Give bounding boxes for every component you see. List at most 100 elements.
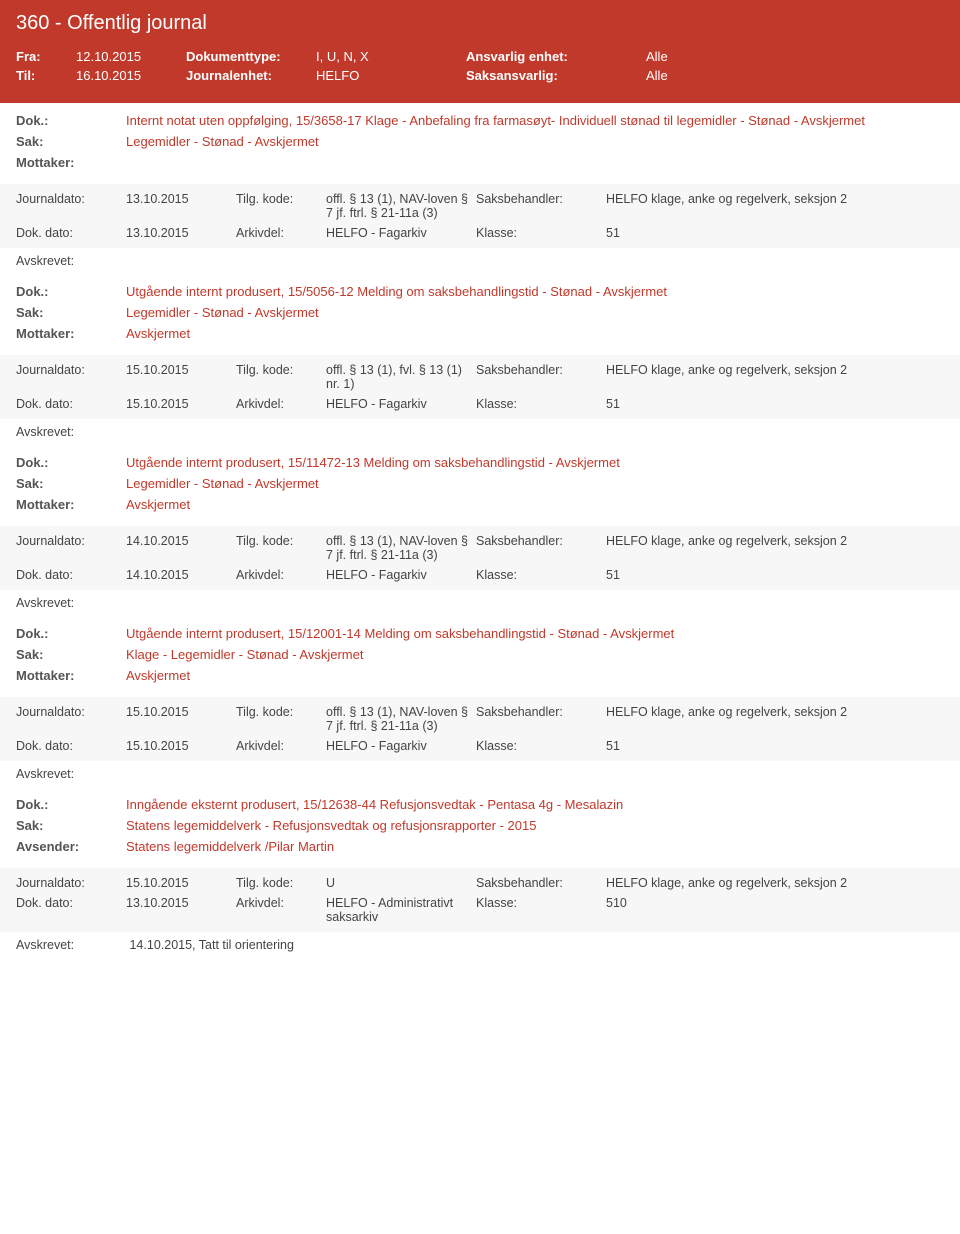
journaldato-value: 15.10.2015	[126, 705, 236, 719]
avskrevet-row: Avskrevet:	[0, 419, 960, 445]
journal-entry: Dok.: Utgående internt produsert, 15/505…	[0, 274, 960, 355]
tilgkode-value: offl. § 13 (1), NAV-loven § 7 jf. ftrl. …	[326, 705, 476, 733]
journal-entry: Dok.: Utgående internt produsert, 15/120…	[0, 616, 960, 697]
avsender-label: Avsender:	[16, 839, 126, 854]
sak-value: Statens legemiddelverk - Refusjonsvedtak…	[126, 818, 944, 833]
dok-value: Utgående internt produsert, 15/5056-12 M…	[126, 284, 944, 299]
mottaker-value: Avskjermet	[126, 497, 944, 512]
journaldato-label: Journaldato:	[16, 705, 126, 719]
arkivdel-value: HELFO - Administrativt saksarkiv	[326, 896, 476, 924]
journal-entry: Dok.: Internt notat uten oppfølging, 15/…	[0, 103, 960, 184]
klasse-label: Klasse:	[476, 739, 606, 753]
saksbehandler-label: Saksbehandler:	[476, 534, 606, 548]
header-banner: 360 - Offentlig journal Fra: 12.10.2015 …	[0, 0, 960, 103]
mottaker-value: Avskjermet	[126, 326, 944, 341]
sak-value: Klage - Legemidler - Stønad - Avskjermet	[126, 647, 944, 662]
doktype-value: I, U, N, X	[316, 49, 466, 64]
tilgkode-value: offl. § 13 (1), NAV-loven § 7 jf. ftrl. …	[326, 192, 476, 220]
saksbehandler-value: HELFO klage, anke og regelverk, seksjon …	[606, 192, 944, 206]
dok-label: Dok.:	[16, 113, 126, 128]
mottaker-label: Mottaker:	[16, 155, 126, 170]
detail-band: Journaldato: 13.10.2015 Tilg. kode: offl…	[0, 184, 960, 248]
mottaker-label: Mottaker:	[16, 497, 126, 512]
avskrevet-row: Avskrevet: 14.10.2015, Tatt til orienter…	[0, 932, 960, 958]
sak-value: Legemidler - Stønad - Avskjermet	[126, 305, 944, 320]
arkivdel-label: Arkivdel:	[236, 397, 326, 411]
journalenhet-label: Journalenhet:	[186, 68, 316, 83]
dok-value: Utgående internt produsert, 15/12001-14 …	[126, 626, 944, 641]
dok-value: Inngående eksternt produsert, 15/12638-4…	[126, 797, 944, 812]
klasse-label: Klasse:	[476, 568, 606, 582]
sak-value: Legemidler - Stønad - Avskjermet	[126, 134, 944, 149]
journaldato-label: Journaldato:	[16, 192, 126, 206]
til-value: 16.10.2015	[76, 68, 186, 83]
avskrevet-label: Avskrevet:	[16, 767, 126, 781]
meta-row-fra: Fra: 12.10.2015 Dokumenttype: I, U, N, X…	[16, 49, 944, 64]
dok-label: Dok.:	[16, 455, 126, 470]
dokdato-value: 13.10.2015	[126, 226, 236, 240]
mottaker-value: Avskjermet	[126, 668, 944, 683]
journal-entry: Dok.: Inngående eksternt produsert, 15/1…	[0, 787, 960, 868]
avsender-value: Statens legemiddelverk /Pilar Martin	[126, 839, 944, 854]
klasse-value: 51	[606, 397, 944, 411]
saksbehandler-value: HELFO klage, anke og regelverk, seksjon …	[606, 705, 944, 719]
tilgkode-label: Tilg. kode:	[236, 363, 326, 377]
sak-label: Sak:	[16, 134, 126, 149]
arkivdel-label: Arkivdel:	[236, 739, 326, 753]
journaldato-value: 14.10.2015	[126, 534, 236, 548]
fra-value: 12.10.2015	[76, 49, 186, 64]
journaldato-value: 15.10.2015	[126, 876, 236, 890]
saksbehandler-value: HELFO klage, anke og regelverk, seksjon …	[606, 363, 944, 377]
journaldato-value: 13.10.2015	[126, 192, 236, 206]
ansvarlig-enhet-value: Alle	[646, 49, 706, 64]
tilgkode-label: Tilg. kode:	[236, 192, 326, 206]
dok-value: Utgående internt produsert, 15/11472-13 …	[126, 455, 944, 470]
tilgkode-value: offl. § 13 (1), NAV-loven § 7 jf. ftrl. …	[326, 534, 476, 562]
fra-label: Fra:	[16, 49, 76, 64]
tilgkode-value: U	[326, 876, 476, 890]
klasse-value: 51	[606, 568, 944, 582]
detail-band: Journaldato: 15.10.2015 Tilg. kode: offl…	[0, 355, 960, 419]
tilgkode-label: Tilg. kode:	[236, 876, 326, 890]
saksbehandler-label: Saksbehandler:	[476, 363, 606, 377]
tilgkode-value: offl. § 13 (1), fvl. § 13 (1) nr. 1)	[326, 363, 476, 391]
arkivdel-value: HELFO - Fagarkiv	[326, 739, 476, 753]
meta-row-til: Til: 16.10.2015 Journalenhet: HELFO Saks…	[16, 68, 944, 83]
sak-label: Sak:	[16, 647, 126, 662]
dok-label: Dok.:	[16, 626, 126, 641]
dokdato-label: Dok. dato:	[16, 568, 126, 582]
dok-value: Internt notat uten oppfølging, 15/3658-1…	[126, 113, 944, 128]
avskrevet-label: Avskrevet:	[16, 596, 126, 610]
avskrevet-label: Avskrevet:	[16, 938, 126, 952]
dokdato-value: 13.10.2015	[126, 896, 236, 910]
sak-label: Sak:	[16, 476, 126, 491]
dokdato-label: Dok. dato:	[16, 397, 126, 411]
til-label: Til:	[16, 68, 76, 83]
arkivdel-value: HELFO - Fagarkiv	[326, 397, 476, 411]
journaldato-value: 15.10.2015	[126, 363, 236, 377]
journaldato-label: Journaldato:	[16, 363, 126, 377]
detail-band: Journaldato: 15.10.2015 Tilg. kode: U Sa…	[0, 868, 960, 932]
tilgkode-label: Tilg. kode:	[236, 534, 326, 548]
mottaker-label: Mottaker:	[16, 326, 126, 341]
dokdato-label: Dok. dato:	[16, 739, 126, 753]
avskrevet-row: Avskrevet:	[0, 248, 960, 274]
avskrevet-value: 14.10.2015, Tatt til orientering	[129, 938, 293, 952]
klasse-label: Klasse:	[476, 397, 606, 411]
detail-band: Journaldato: 14.10.2015 Tilg. kode: offl…	[0, 526, 960, 590]
arkivdel-label: Arkivdel:	[236, 226, 326, 240]
mottaker-label: Mottaker:	[16, 668, 126, 683]
doktype-label: Dokumenttype:	[186, 49, 316, 64]
saksbehandler-label: Saksbehandler:	[476, 705, 606, 719]
saksbehandler-value: HELFO klage, anke og regelverk, seksjon …	[606, 534, 944, 548]
klasse-label: Klasse:	[476, 226, 606, 240]
journaldato-label: Journaldato:	[16, 534, 126, 548]
avskrevet-label: Avskrevet:	[16, 254, 126, 268]
journal-entry: Dok.: Utgående internt produsert, 15/114…	[0, 445, 960, 526]
journalenhet-value: HELFO	[316, 68, 466, 83]
detail-band: Journaldato: 15.10.2015 Tilg. kode: offl…	[0, 697, 960, 761]
saksansvarlig-value: Alle	[646, 68, 706, 83]
arkivdel-label: Arkivdel:	[236, 896, 326, 910]
dok-label: Dok.:	[16, 797, 126, 812]
saksansvarlig-label: Saksansvarlig:	[466, 68, 646, 83]
